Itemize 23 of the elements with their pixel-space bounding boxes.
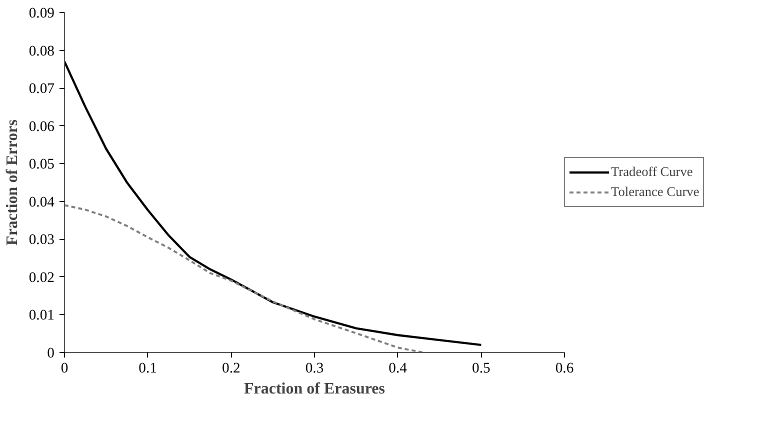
y-tick-label: 0.04: [28, 194, 56, 210]
legend-label: Tradeoff Curve: [611, 164, 693, 180]
y-axis-title: Fraction of Errors: [4, 120, 21, 246]
line-series: [64, 60, 482, 346]
y-tick-label: 0.02: [28, 270, 55, 286]
y-tick-label: 0.06: [28, 118, 55, 135]
x-tick-label: 0.2: [222, 360, 240, 376]
x-tick-label: 0.1: [138, 360, 157, 376]
y-tick-label: 0.05: [28, 156, 55, 173]
x-tick-label: 0: [60, 360, 68, 376]
y-tick-label: 0.08: [28, 43, 55, 60]
y-tick-label: 0.09: [28, 6, 55, 22]
y-tick-label: 0.01: [28, 308, 55, 324]
y-tick-label: 0.07: [28, 81, 55, 98]
line-series: [64, 204, 424, 352]
x-axis-title: Fraction of Erasures: [244, 380, 386, 398]
y-tick-label: 0: [47, 346, 54, 362]
legend-label: Tolerance Curve: [611, 184, 700, 200]
x-tick-label: 0.4: [388, 360, 408, 376]
x-tick-label: 0.5: [472, 360, 490, 376]
y-tick-label: 0.03: [28, 232, 55, 248]
x-tick-label: 0.3: [305, 360, 324, 376]
x-tick-label: 0.6: [555, 360, 574, 376]
